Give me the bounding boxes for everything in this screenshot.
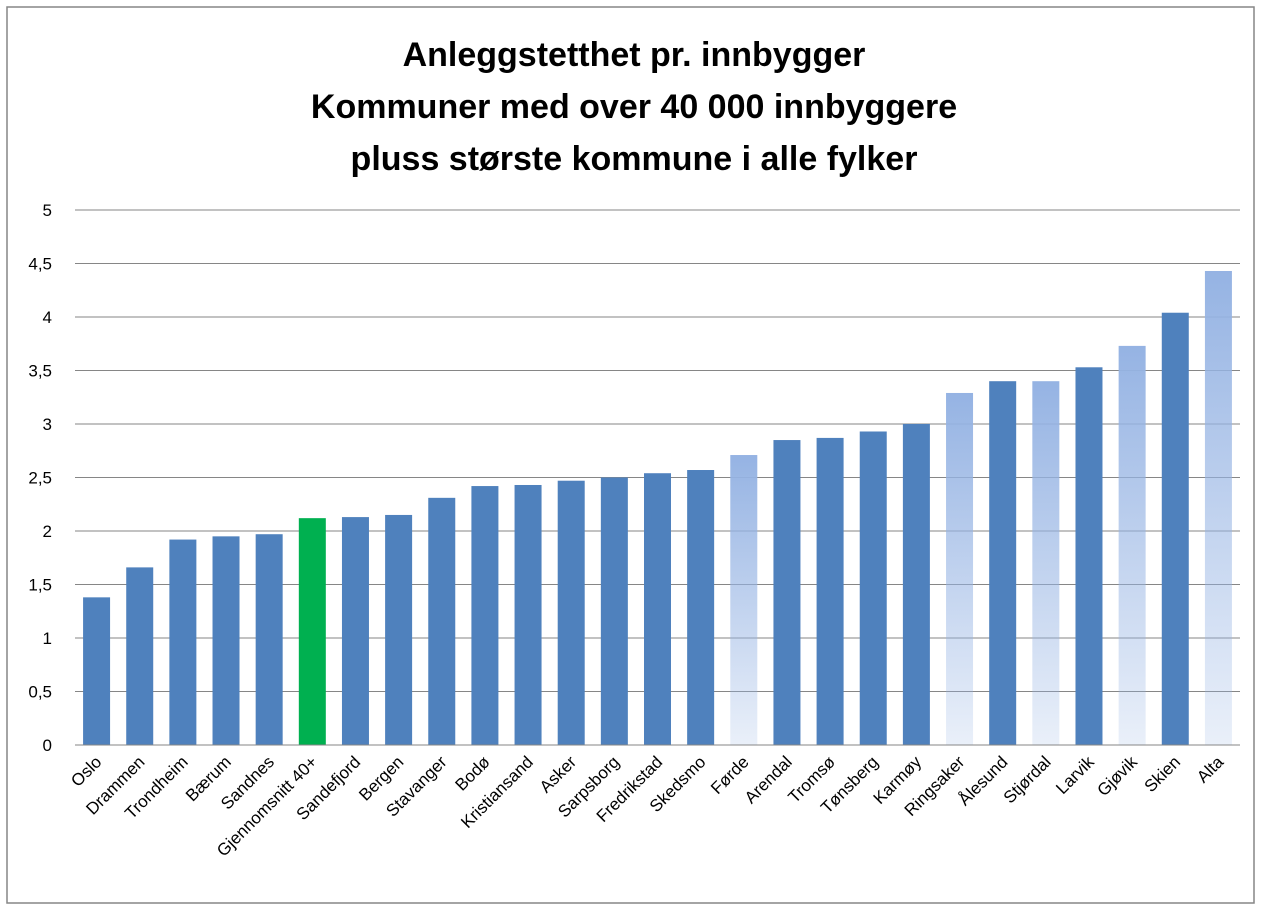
bar <box>859 431 887 745</box>
y-tick-label: 4,5 <box>28 255 52 274</box>
bar <box>989 381 1017 745</box>
bar <box>816 437 844 745</box>
bar <box>428 497 456 745</box>
y-tick-label: 5 <box>43 201 52 220</box>
bar <box>1032 381 1060 745</box>
bar <box>255 534 283 745</box>
bar <box>773 440 801 745</box>
bar <box>1161 312 1189 745</box>
bar <box>687 470 715 745</box>
bar <box>1118 345 1146 745</box>
chart-title: Anleggstetthet pr. innbygger <box>403 36 866 74</box>
bar <box>644 473 671 745</box>
bar <box>902 424 930 745</box>
y-tick-label: 0,5 <box>28 683 52 702</box>
bar <box>557 480 585 745</box>
y-tick-label: 4 <box>43 308 52 327</box>
bar <box>730 455 758 745</box>
chart-title: pluss største kommune i alle fylker <box>351 140 918 178</box>
bar <box>1075 367 1103 745</box>
bar <box>298 518 326 745</box>
bar <box>341 517 369 745</box>
bar <box>212 536 240 745</box>
y-tick-label: 3 <box>43 415 52 434</box>
y-tick-label: 0 <box>43 736 52 755</box>
bar <box>946 392 974 745</box>
bar <box>126 567 154 745</box>
bar <box>514 484 542 745</box>
y-tick-label: 2,5 <box>28 469 52 488</box>
chart-title: Kommuner med over 40 000 innbyggere <box>311 88 957 126</box>
bar <box>471 486 499 745</box>
y-tick-label: 3,5 <box>28 362 52 381</box>
bar <box>600 477 628 745</box>
bar <box>1204 270 1232 745</box>
y-tick-label: 1 <box>43 629 52 648</box>
bar <box>385 514 413 745</box>
y-tick-label: 2 <box>43 522 52 541</box>
bar <box>83 597 111 745</box>
bar <box>169 539 197 745</box>
y-tick-label: 1,5 <box>28 576 52 595</box>
